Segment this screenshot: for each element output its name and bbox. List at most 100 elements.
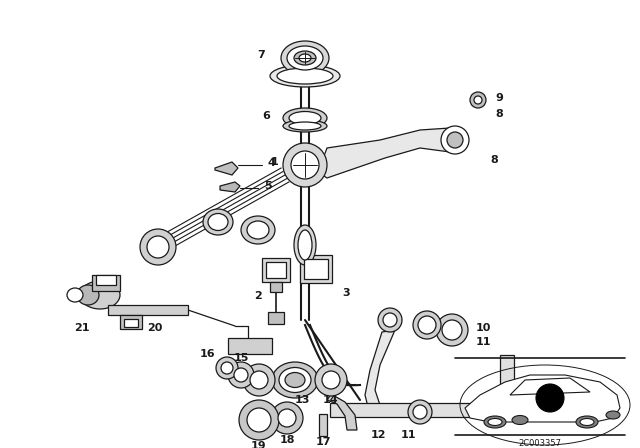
Text: 10: 10 [476,323,492,333]
Circle shape [234,368,248,382]
Ellipse shape [488,418,502,426]
Circle shape [536,384,564,412]
Text: 16: 16 [200,349,215,359]
Ellipse shape [285,372,305,388]
Polygon shape [510,378,590,395]
Circle shape [378,308,402,332]
Bar [300,255,332,283]
Text: 7: 7 [257,50,265,60]
Circle shape [413,405,427,419]
Bar [266,262,286,278]
Text: 15: 15 [234,353,249,363]
Ellipse shape [283,120,327,132]
Bar [124,319,138,327]
Ellipse shape [283,108,327,128]
Circle shape [291,151,319,179]
Ellipse shape [67,288,83,302]
Ellipse shape [272,362,318,398]
Ellipse shape [580,418,594,426]
Circle shape [247,408,271,432]
Text: 1: 1 [270,157,278,167]
Circle shape [441,126,469,154]
Text: 9: 9 [495,93,503,103]
Polygon shape [318,128,465,178]
Circle shape [216,357,238,379]
Text: 8: 8 [490,155,498,165]
Bar [270,282,282,292]
Polygon shape [215,162,238,175]
Text: 11: 11 [476,337,492,347]
Ellipse shape [299,54,311,62]
Ellipse shape [484,416,506,428]
Ellipse shape [277,68,333,84]
Ellipse shape [294,225,316,265]
Bar [92,275,120,291]
Bar [262,258,290,282]
Ellipse shape [80,281,120,309]
Text: 5: 5 [264,181,271,191]
Circle shape [243,364,275,396]
Text: 14: 14 [323,395,339,405]
Circle shape [250,371,268,389]
Bar [319,414,327,436]
Polygon shape [220,182,240,192]
Circle shape [315,364,347,396]
Circle shape [271,402,303,434]
Bar [228,338,272,354]
Circle shape [283,143,327,187]
Bar [96,275,116,285]
Polygon shape [465,375,620,422]
Ellipse shape [241,216,275,244]
Text: 2: 2 [254,291,262,301]
Ellipse shape [279,367,311,392]
Circle shape [413,311,441,339]
Circle shape [408,400,432,424]
Ellipse shape [287,46,323,70]
Ellipse shape [294,51,316,65]
Text: 6: 6 [262,111,270,121]
Text: 12: 12 [371,430,386,440]
Ellipse shape [247,221,269,239]
Circle shape [147,236,169,258]
Ellipse shape [606,411,620,419]
Ellipse shape [77,285,99,305]
Circle shape [140,229,176,265]
Bar [304,259,328,279]
Ellipse shape [270,65,340,87]
Text: 11: 11 [400,430,416,440]
Bar [120,315,142,329]
Circle shape [221,362,233,374]
Text: 17: 17 [316,437,331,447]
Circle shape [228,362,254,388]
Text: 4: 4 [268,158,276,168]
Circle shape [383,313,397,327]
Text: 13: 13 [294,395,310,405]
Ellipse shape [298,230,312,260]
Circle shape [474,96,482,104]
Ellipse shape [208,214,228,231]
Ellipse shape [512,415,528,425]
Text: 21: 21 [74,323,90,333]
Ellipse shape [576,416,598,428]
Ellipse shape [289,122,321,130]
Bar [500,355,514,417]
Circle shape [322,371,340,389]
Bar [330,403,505,417]
Circle shape [447,132,463,148]
Circle shape [442,320,462,340]
Ellipse shape [281,41,329,75]
Text: 3: 3 [342,288,349,298]
Text: 18: 18 [279,435,295,445]
Ellipse shape [203,209,233,235]
Circle shape [418,316,436,334]
Circle shape [278,409,296,427]
Bar [108,305,188,315]
Text: 20: 20 [147,323,163,333]
Bar [268,312,284,324]
Text: 19: 19 [251,441,267,448]
Text: 8: 8 [495,109,503,119]
Circle shape [239,400,279,440]
Text: 2C003357: 2C003357 [518,439,561,448]
Circle shape [436,314,468,346]
Circle shape [470,92,486,108]
